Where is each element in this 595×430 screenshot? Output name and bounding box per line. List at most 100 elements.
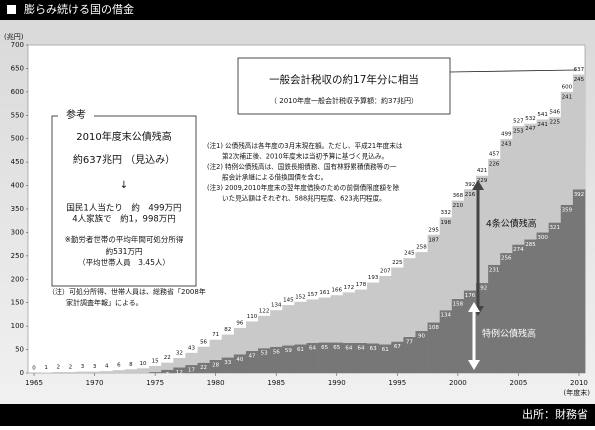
total-label: 527 [513,119,524,125]
deficit-label: 158 [453,301,464,307]
deficit-label: 28 [212,362,219,368]
x-tick-label: 1985 [267,379,285,387]
deficit-label: 17 [188,368,195,374]
bar-segment [222,335,234,358]
chart-title: 膨らみ続ける国の借金 [24,2,134,16]
series-label: 4条公債残高 [486,218,537,230]
x-tick-label: 2000 [449,379,467,387]
bar-segment [101,371,113,373]
y-tick-label: 0 [20,369,24,377]
bar-segment [464,189,476,290]
bar-segment [561,205,573,373]
deficit-label: 7 [166,372,170,378]
construction-label: 253 [513,129,524,135]
total-label: 4 [105,364,109,370]
deficit-label: 90 [418,333,425,339]
total-label: 0 [32,366,36,372]
total-label: 332 [441,210,452,216]
deficit-label: 63 [370,346,377,352]
total-label: 457 [489,151,500,157]
total-label: 145 [283,298,294,304]
reference-line: 約637兆円 （見込み） [73,153,175,166]
bar-segment [440,310,452,373]
total-label: 161 [319,290,330,296]
x-axis-label: (年度末) [564,388,591,397]
y-tick-label: 100 [11,322,24,330]
tax-box [238,58,450,114]
deficit-label: 256 [501,256,512,262]
bar-segment [113,370,125,373]
bar-segment [137,368,149,373]
total-label: 172 [344,285,355,291]
header-icon [7,5,16,14]
note: (注3) 2009,2010年度末の翌年度借換のための前倒債限度額を除 [207,183,400,192]
construction-label: 226 [489,161,500,167]
total-label: 8 [129,362,133,368]
deficit-label: 47 [249,353,256,359]
x-tick-label: 2005 [509,379,527,387]
y-tick-label: 150 [11,299,24,307]
deficit-label: 108 [428,325,439,331]
bar-segment [331,295,343,342]
deficit-label: 231 [489,267,500,273]
deficit-label: 33 [224,360,231,366]
bar-segment [343,292,355,343]
deficit-label: 59 [285,348,292,354]
bar-segment [428,235,440,323]
deficit-label: 61 [382,347,389,353]
deficit-label: 77 [406,339,413,345]
deficit-label: 22 [200,365,207,371]
reference-line: （平均世帯人員 3.45人） [78,257,170,267]
y-tick-label: 200 [11,275,24,283]
reference-heading: 参考 [66,108,86,121]
y-axis-label: (兆円) [4,32,24,41]
bar-segment [500,139,512,253]
construction-label: 225 [549,120,560,126]
bar-segment [452,299,464,373]
bar-segment [367,283,379,344]
construction-label: 247 [525,126,536,132]
total-label: 134 [271,303,282,309]
total-label: 295 [428,227,439,233]
deficit-label: 64 [309,346,316,352]
total-label: 499 [501,132,512,138]
deficit-label: 321 [549,225,560,231]
bar-segment [403,258,415,337]
bar-segment [379,276,391,344]
source: 出所：財務省 [522,407,588,421]
bar-segment [125,369,137,373]
bar-segment [500,253,512,373]
total-label: 22 [164,355,171,361]
bar-segment [89,372,101,373]
bar-segment [512,245,524,373]
bar-segment [210,340,222,360]
bar-segment [549,117,561,222]
total-label: 2 [69,365,73,371]
total-label: 193 [368,275,379,281]
left-note: （注）可処分所得、世帯人員は、総務省「2008年 [48,287,206,296]
bar-segment [185,353,197,365]
tax-box-sub: （ 2010年度一般会計税収予算額：約37兆円） [270,96,418,105]
y-tick-label: 250 [11,252,24,260]
total-label: 10 [140,361,147,367]
reference-line: 約531万円 [106,246,143,256]
y-tick-label: 400 [11,182,24,190]
y-tick-label: 700 [11,41,24,49]
x-tick-label: 1980 [207,379,225,387]
tax-box-title: 一般会計税収の約17年分に相当 [269,73,419,86]
y-tick-label: 500 [11,135,24,143]
construction-label: 187 [428,237,439,243]
total-label: 32 [176,351,183,357]
total-label: 546 [549,110,560,116]
bar-segment [573,189,585,373]
bar-segment [198,347,210,363]
footer-bar [0,404,595,426]
x-tick-label: 1995 [388,379,406,387]
bar-segment [524,239,536,373]
x-tick-label: 1970 [86,379,104,387]
y-tick-label: 300 [11,228,24,236]
construction-label: 243 [501,142,512,148]
total-label: 110 [247,314,258,320]
bar-segment [549,223,561,373]
reference-line: ↓ [120,180,128,191]
